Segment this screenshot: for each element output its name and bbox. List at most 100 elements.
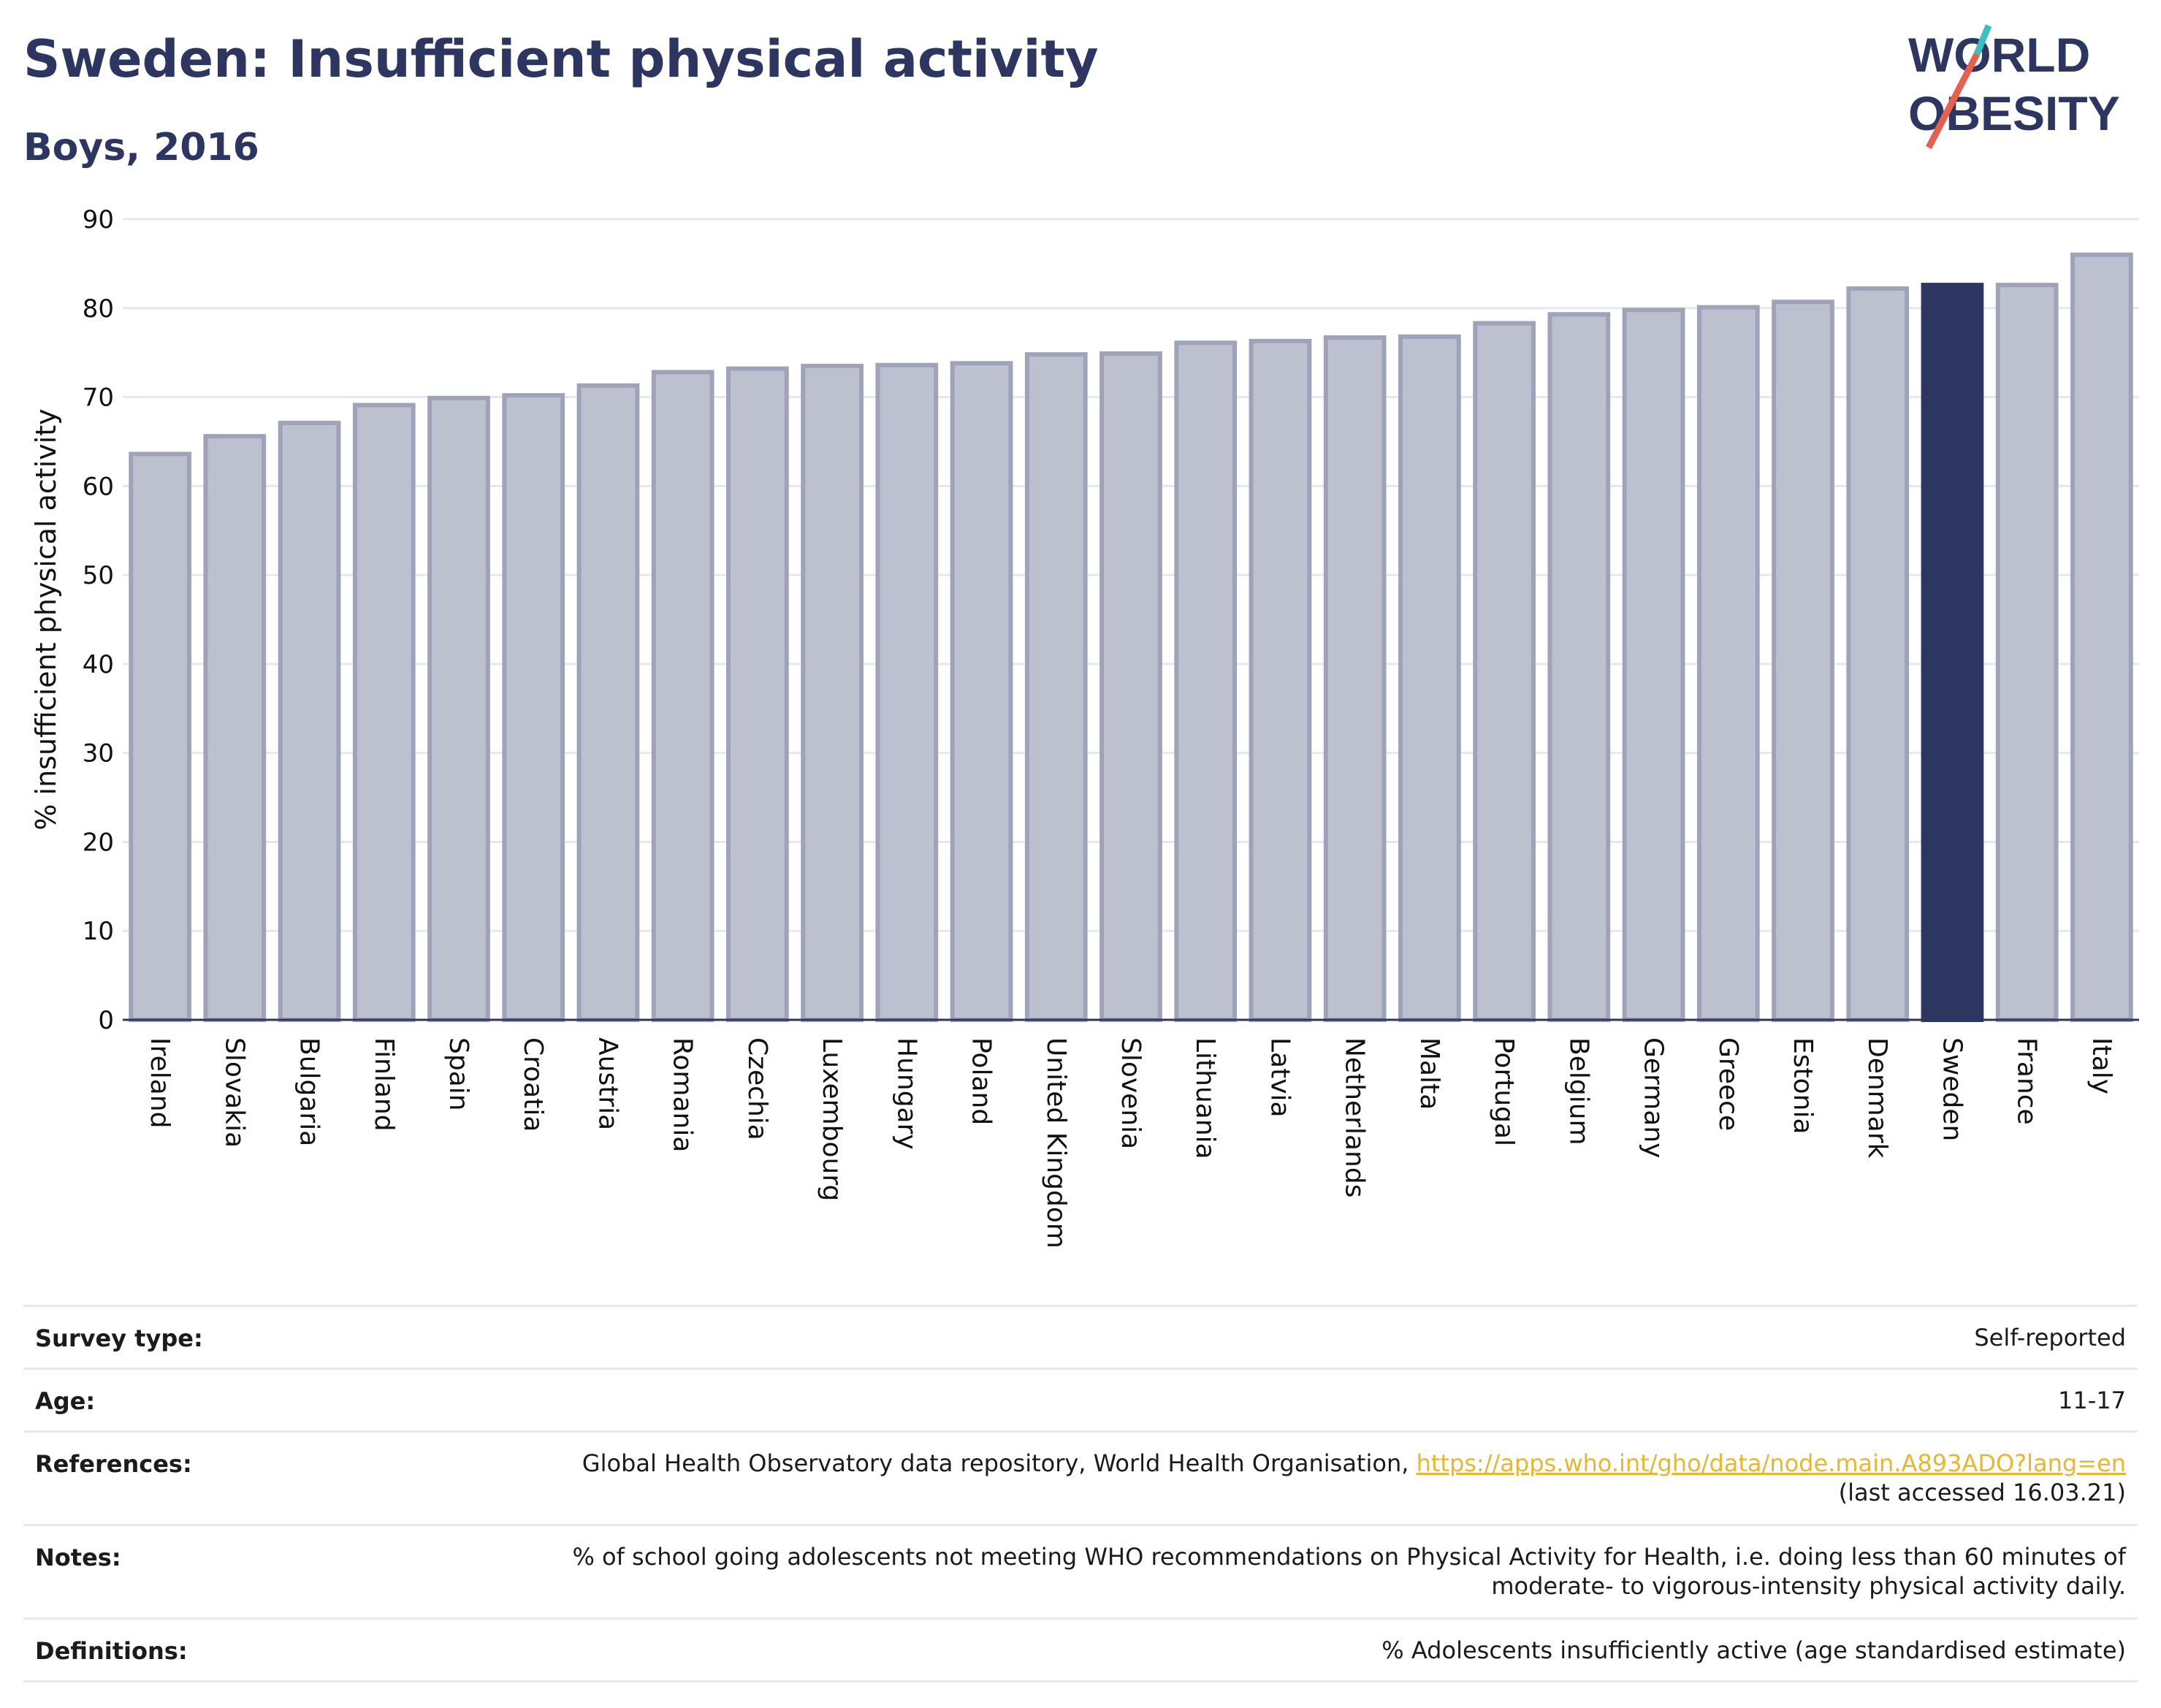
logo-line1: WORLD — [1908, 28, 2090, 82]
x-tick-label: Bulgaria — [294, 1037, 324, 1146]
bar-highlight — [1921, 283, 1984, 1023]
info-row-label: Notes: — [35, 1544, 121, 1571]
x-tick-label: Italy — [2086, 1037, 2116, 1094]
page-title: Sweden: Insufficient physical activity — [23, 29, 1099, 89]
info-value-line: % of school going adolescents not meetin… — [572, 1542, 2126, 1571]
info-row-label: Age: — [35, 1387, 96, 1415]
x-tick-label: Austria — [592, 1037, 622, 1130]
x-tick-label: Estonia — [1788, 1037, 1818, 1135]
info-row: Definitions: % Adolescents insufficiently… — [23, 1617, 2138, 1682]
bar — [1846, 286, 1910, 1022]
y-tick-label: 50 — [83, 561, 114, 590]
info-row-value: % of school going adolescents not meetin… — [572, 1542, 2126, 1601]
y-tick-label: 70 — [83, 384, 114, 413]
info-row: Age: 11-17 — [23, 1368, 2138, 1430]
bar-chart: 0 10 20 30 40 50 60 70 80 90 % insufficient physic… — [30, 205, 2139, 1248]
info-value-text: Self-reported — [1974, 1324, 2126, 1351]
info-value-line: Self-reported — [1974, 1323, 2126, 1352]
x-tick-label: Ireland — [145, 1037, 175, 1129]
info-value-line: Global Health Observatory data repositor… — [582, 1449, 2126, 1478]
bar — [129, 451, 191, 1022]
bar — [1547, 312, 1611, 1022]
bar — [1323, 335, 1387, 1023]
x-tick-label: United Kingdom — [1041, 1037, 1071, 1248]
x-tick-label: Lithuania — [1190, 1037, 1220, 1159]
bar — [950, 361, 1013, 1022]
info-value-text: (last accessed 16.03.21) — [1838, 1479, 2126, 1506]
bar — [1696, 305, 1760, 1022]
x-tick-label: Slovakia — [219, 1037, 249, 1148]
bar — [801, 363, 864, 1022]
info-row-value: Global Health Observatory data repositor… — [582, 1449, 2126, 1507]
bar — [352, 403, 416, 1022]
bar — [1473, 321, 1536, 1023]
bar — [203, 434, 267, 1022]
x-tick-label: Romania — [668, 1037, 698, 1152]
info-row: References: Global Health Observatory dat… — [23, 1430, 2138, 1524]
x-tick-label: Germany — [1639, 1037, 1669, 1158]
x-tick-label: Finland — [369, 1037, 399, 1132]
bar — [1249, 338, 1312, 1022]
x-tick-label: Czechia — [742, 1037, 772, 1140]
x-tick-label: Croatia — [518, 1037, 548, 1132]
info-value-text: Global Health Observatory data repositor… — [582, 1449, 1417, 1477]
bar — [427, 395, 490, 1022]
x-tick-label: Latvia — [1265, 1037, 1295, 1118]
bar — [875, 362, 939, 1022]
y-tick-label: 80 — [83, 294, 114, 324]
info-value-line: (last accessed 16.03.21) — [582, 1478, 2126, 1507]
y-tick-label: 90 — [83, 205, 114, 235]
info-value-text: % Adolescents insufficiently active (age… — [1381, 1636, 2126, 1664]
bar — [726, 366, 789, 1022]
bar — [1772, 300, 1834, 1022]
y-tick-label: 10 — [83, 917, 114, 946]
info-value-line: % Adolescents insufficiently active (age… — [1381, 1636, 2126, 1665]
info-row-value: Self-reported — [1974, 1323, 2126, 1352]
info-value-line: moderate- to vigorous-intensity physical… — [572, 1571, 2126, 1601]
bar — [1099, 351, 1162, 1022]
x-tick-label: Netherlands — [1340, 1037, 1370, 1197]
bar — [1995, 283, 2059, 1023]
info-row-value: % Adolescents insufficiently active (age… — [1381, 1636, 2126, 1665]
logo-accent-top — [1973, 24, 1992, 56]
bar — [278, 420, 341, 1022]
x-tick-label: Malta — [1414, 1037, 1444, 1110]
x-tick-label: Slovenia — [1116, 1037, 1146, 1149]
bar — [1398, 334, 1461, 1023]
y-tick-label: 40 — [83, 650, 114, 679]
bar — [502, 393, 565, 1022]
bar — [2070, 252, 2133, 1023]
x-tick-label: Hungary — [891, 1037, 921, 1150]
x-tick-label: Poland — [967, 1037, 996, 1125]
y-axis-label: % insufficient physical activity — [30, 408, 62, 830]
info-value-text: 11-17 — [2058, 1387, 2126, 1414]
y-tick-label: 60 — [83, 472, 114, 501]
x-tick-label: Sweden — [1937, 1037, 1967, 1141]
x-tick-label: France — [2012, 1037, 2042, 1125]
bar — [576, 383, 640, 1022]
x-tick-label: Spain — [443, 1037, 473, 1111]
x-tick-label: Luxembourg — [817, 1037, 847, 1201]
info-table: Survey type: Self-reported Age: 11-17 Refere… — [23, 1305, 2138, 1682]
logo-accent-bottom — [1926, 52, 1980, 150]
x-tick-label: Belgium — [1563, 1037, 1593, 1145]
info-value-text: % of school going adolescents not meetin… — [572, 1543, 2126, 1571]
y-tick-label: 30 — [83, 739, 114, 769]
x-tick-label: Portugal — [1489, 1037, 1519, 1146]
y-tick-label: 20 — [83, 828, 114, 857]
bar — [1174, 340, 1238, 1022]
bar — [1622, 308, 1685, 1023]
info-row-label: Survey type: — [35, 1324, 203, 1352]
info-row-label: References: — [35, 1450, 192, 1478]
page-subtitle: Boys, 2016 — [23, 126, 259, 169]
info-row-label: Definitions: — [35, 1637, 188, 1665]
x-tick-label: Denmark — [1862, 1037, 1892, 1159]
y-tick-label: 0 — [98, 1006, 114, 1035]
info-row: Survey type: Self-reported — [23, 1305, 2138, 1368]
x-tick-label: Greece — [1713, 1037, 1743, 1131]
info-row: Notes: % of school going adolescents not … — [23, 1524, 2138, 1617]
reference-link[interactable]: https://apps.who.int/gho/data/node.main.… — [1416, 1449, 2126, 1477]
world-obesity-logo: WORLD OBESITY — [1908, 24, 2120, 150]
info-value-text: moderate- to vigorous-intensity physical… — [1491, 1572, 2126, 1600]
info-value-line: 11-17 — [2058, 1386, 2126, 1415]
